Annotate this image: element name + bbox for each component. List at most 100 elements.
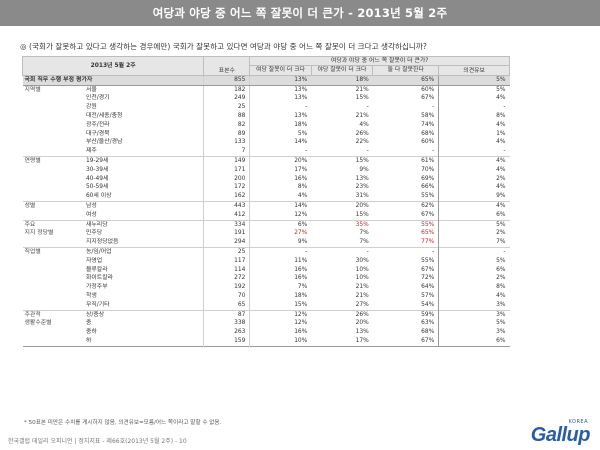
cell-no-opinion: 4% <box>438 94 510 104</box>
cell-no-opinion: 4% <box>438 183 510 193</box>
row-group <box>23 211 84 220</box>
cell-opposition-fault: 22% <box>355 139 369 146</box>
table-row: 50-59세 172 8% 23% 66% 4% <box>23 183 510 193</box>
cell-sample: 149 <box>203 155 250 166</box>
cell-both-fault: 60% <box>372 84 439 95</box>
row-label: 화이트칼라 <box>85 275 114 282</box>
cell-no-opinion: 1% <box>438 129 510 139</box>
cell-opposition-fault: 35% <box>311 219 373 230</box>
row-group: 국회 직무 수행 부정 평가자 <box>22 74 204 86</box>
cell-no-opinion: 6% <box>438 210 510 221</box>
cell-ruling-party-fault: 6% <box>249 219 312 230</box>
cell-opposition-fault: 20% <box>355 320 369 327</box>
row-label: 블루칼라 <box>85 266 108 273</box>
cell-ruling-party-fault: 16% <box>249 274 312 284</box>
cell-both-fault: 74% <box>421 121 435 128</box>
cell-opposition-fault: - <box>366 148 369 155</box>
table-row: 지지 정당별 민주당 191 27% 7% 65% 2% <box>23 229 510 239</box>
row-group <box>23 192 84 201</box>
cell-no-opinion: 7% <box>438 238 510 248</box>
cell-sample: 159 <box>203 336 250 347</box>
row-group: 주요 <box>22 219 84 230</box>
table-row: 화이트칼라 272 16% 10% 72% 2% <box>23 274 510 284</box>
cell-opposition-fault: 26% <box>311 309 373 320</box>
cell-opposition-fault: 20% <box>311 200 373 211</box>
cell-both-fault: 63% <box>421 320 435 327</box>
cell-sample: 88 <box>203 111 250 121</box>
cell-sample: 25 <box>203 103 250 112</box>
row-group: 연령별 <box>22 155 84 166</box>
source-line: 한국갤럽 데일리 오피니언 | 정치지표 - 제66호(2013년 5월 2주)… <box>8 438 187 445</box>
cell-both-fault: 58% <box>421 112 435 119</box>
cell-opposition-fault: 10% <box>355 275 369 282</box>
table-row: 주요 새누리당 334 6% 35% 55% 5% <box>22 219 510 230</box>
cell-both-fault: 59% <box>372 309 439 320</box>
cell-sample: 192 <box>203 283 250 292</box>
cell-opposition-fault: - <box>366 104 369 111</box>
table-row: 국회 직무 수행 부정 평가자 855 13% 18% 65% 5% <box>22 74 510 86</box>
cell-both-fault: 62% <box>372 200 439 211</box>
cell-opposition-fault: 23% <box>355 184 369 191</box>
header-date: 2013년 5월 2주 <box>21 56 205 76</box>
cell-sample: 171 <box>203 165 250 175</box>
cell-ruling-party-fault: - <box>249 147 312 157</box>
cell-no-opinion: 4% <box>438 291 510 301</box>
cell-sample: 87 <box>203 309 250 320</box>
results-table: 2013년 5월 2주 표본수 여당과 야당 중 어느 쪽 잘못이 더 큰가? … <box>21 56 510 347</box>
row-group <box>23 103 84 112</box>
cell-opposition-fault: 15% <box>355 95 369 102</box>
row-group <box>23 292 84 301</box>
row-group <box>23 301 84 310</box>
cell-no-opinion: 5% <box>438 84 510 95</box>
header-ruling-party-fault: 여당 잘못이 더 크다 <box>249 65 312 76</box>
cell-no-opinion: 2% <box>438 274 510 284</box>
cell-both-fault: 69% <box>421 175 435 182</box>
cell-both-fault: - <box>432 148 435 155</box>
cell-sample: 855 <box>203 74 250 86</box>
cell-both-fault: 65% <box>372 74 439 86</box>
cell-opposition-fault: 26% <box>355 130 369 137</box>
row-group <box>23 166 84 175</box>
row-group <box>23 175 84 184</box>
cell-sample: 117 <box>203 256 250 266</box>
header-opposition-fault: 야당 잘못이 더 크다 <box>310 65 374 76</box>
table-row: 대구/경북 89 5% 26% 68% 1% <box>23 129 510 139</box>
cell-no-opinion: - <box>438 246 510 257</box>
table-row: 학생 70 18% 21% 57% 4% <box>23 291 510 301</box>
row-group: 지지 정당별 <box>24 230 54 237</box>
cell-opposition-fault: 17% <box>355 337 369 344</box>
row-group: 생활수준별 <box>24 320 52 327</box>
table-row: 인천/경기 249 13% 15% 67% 4% <box>23 94 510 104</box>
header-both-fault: 둘 다 잘못한다 <box>372 65 440 76</box>
cell-no-opinion: 4% <box>438 120 510 130</box>
row-group <box>23 147 84 156</box>
row-label: 남성 <box>83 200 204 211</box>
cell-sample: 114 <box>203 265 250 275</box>
page-title: 여당과 야당 중 어느 쪽 잘못이 더 큰가 - 2013년 5월 2주 <box>0 0 600 26</box>
cell-sample: 25 <box>203 246 250 257</box>
row-group: 지역별 <box>22 84 84 95</box>
cell-sample: 443 <box>203 200 250 211</box>
cell-ruling-party-fault: 13% <box>249 84 312 95</box>
table-row: 중하 263 16% 13% 68% 3% <box>23 328 510 337</box>
row-label: 40-49세 <box>85 175 109 182</box>
cell-sample: 191 <box>203 229 250 239</box>
row-label: 대구/경북 <box>85 130 110 137</box>
table-row: 지지정당없음 294 9% 7% 77% 7% <box>23 238 510 248</box>
row-label: 서울 <box>83 84 204 95</box>
cell-no-opinion: 3% <box>438 309 510 320</box>
cell-ruling-party-fault: 5% <box>249 129 312 139</box>
cell-opposition-fault: 13% <box>355 329 369 336</box>
cell-both-fault: 66% <box>421 184 435 191</box>
row-label: 중 <box>85 320 92 327</box>
cell-ruling-party-fault: 4% <box>249 192 312 202</box>
cell-no-opinion: 3% <box>438 328 510 337</box>
cell-no-opinion: 3% <box>438 300 510 311</box>
cell-no-opinion: - <box>438 147 510 157</box>
cell-opposition-fault: 31% <box>355 193 369 200</box>
row-label: 농/임/어업 <box>83 246 204 257</box>
row-label: 가정주부 <box>85 284 108 291</box>
cell-no-opinion: 2% <box>438 229 510 239</box>
table-row: 광주/전라 82 18% 4% 74% 4% <box>23 120 510 130</box>
cell-opposition-fault: 21% <box>355 112 369 119</box>
